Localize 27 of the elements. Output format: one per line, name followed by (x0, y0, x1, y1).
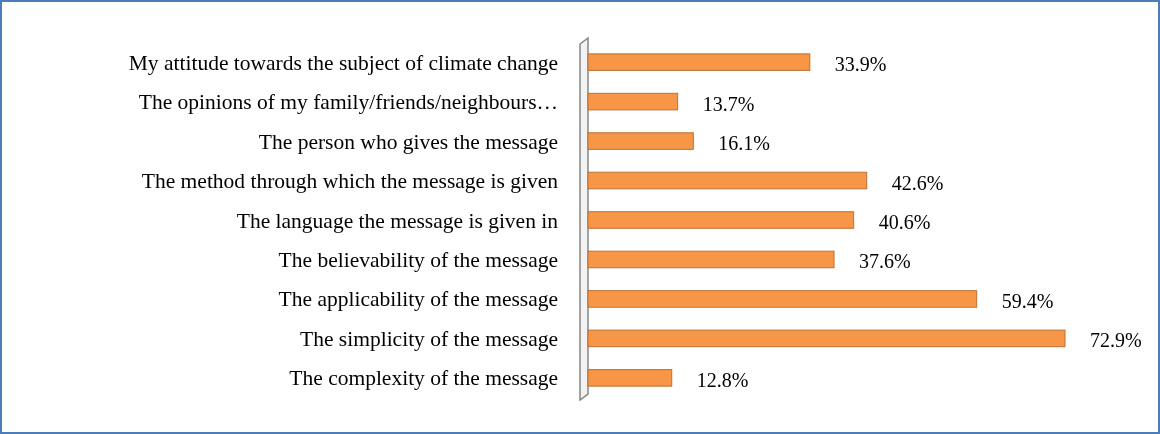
y-tick-label: My attitude towards the subject of climate change (128, 50, 558, 75)
bar (587, 211, 855, 229)
y-tick-label: The applicability of the message (278, 287, 558, 312)
bar (587, 250, 835, 269)
y-tick-label: The simplicity of the message (300, 326, 558, 351)
data-label: 59.4% (1001, 289, 1054, 312)
data-label: 12.8% (696, 368, 749, 391)
bar (587, 92, 679, 111)
bar (587, 53, 811, 71)
data-label: 40.6% (878, 211, 931, 233)
y-tick-label: The language the message is given in (236, 208, 559, 233)
y-tick-label: The believability of the message (278, 247, 558, 272)
y-tick-label: The method through which the message is given (141, 169, 559, 194)
bar (587, 369, 673, 387)
data-label: 42.6% (891, 171, 944, 194)
data-label: 72.9% (1090, 329, 1142, 352)
data-label: 13.7% (702, 92, 755, 115)
y-tick-label: The person who gives the message (258, 129, 558, 154)
bar (587, 171, 868, 190)
data-label: 33.9% (834, 53, 887, 76)
bar (587, 132, 694, 150)
bar (587, 290, 978, 308)
data-label: 37.6% (859, 250, 911, 273)
data-label: 16.1% (718, 132, 771, 155)
y-tick-label: The complexity of the message (289, 366, 558, 391)
bar (587, 329, 1066, 348)
y-tick-label: The opinions of my family/friends/neighbours… (138, 90, 558, 115)
